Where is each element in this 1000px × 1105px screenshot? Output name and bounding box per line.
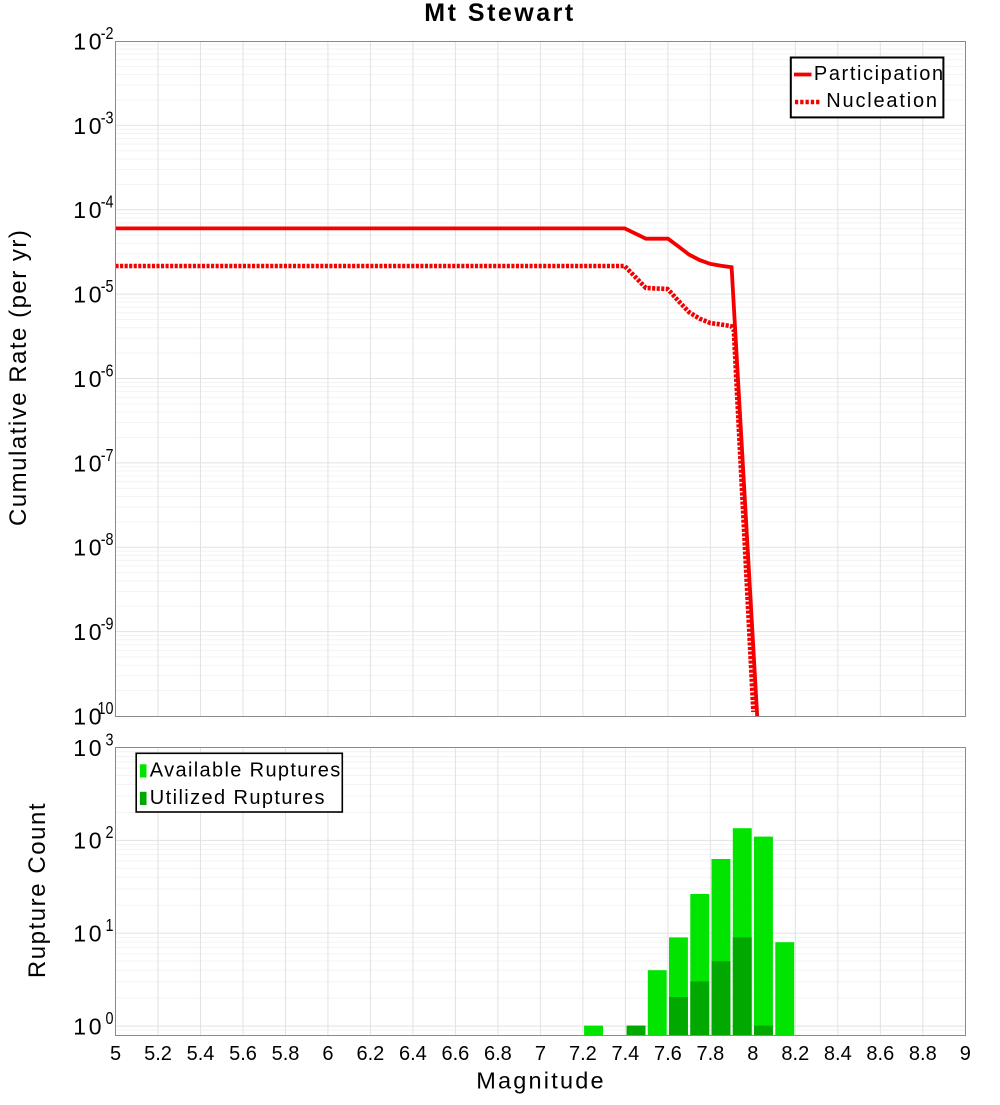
svg-text:1: 1 (105, 916, 113, 936)
svg-text:-5: -5 (101, 277, 114, 297)
svg-text:5.2: 5.2 (144, 1043, 172, 1065)
svg-text:10: 10 (73, 619, 104, 645)
svg-text:7.8: 7.8 (696, 1043, 724, 1065)
svg-text:8.8: 8.8 (909, 1043, 937, 1065)
svg-text:Utilized Ruptures: Utilized Ruptures (150, 787, 326, 809)
svg-text:5.4: 5.4 (187, 1043, 215, 1065)
svg-text:Magnitude: Magnitude (476, 1067, 606, 1093)
svg-text:10: 10 (73, 28, 104, 54)
svg-text:Cumulative Rate (per yr): Cumulative Rate (per yr) (5, 229, 32, 526)
svg-text:5.8: 5.8 (272, 1043, 300, 1065)
svg-text:10: 10 (73, 113, 104, 139)
svg-text:7.2: 7.2 (569, 1043, 597, 1065)
svg-text:8.6: 8.6 (866, 1043, 894, 1065)
svg-text:10: 10 (73, 1013, 104, 1039)
svg-text:-6: -6 (101, 361, 114, 381)
svg-text:0: 0 (105, 1008, 113, 1028)
svg-text:6: 6 (322, 1043, 333, 1065)
svg-text:2: 2 (105, 823, 113, 843)
svg-text:8: 8 (747, 1043, 758, 1065)
svg-text:-10: -10 (93, 698, 114, 718)
svg-text:-7: -7 (101, 445, 114, 465)
svg-text:5.6: 5.6 (229, 1043, 257, 1065)
svg-text:Mt Stewart: Mt Stewart (424, 0, 575, 27)
svg-text:6.6: 6.6 (441, 1043, 469, 1065)
svg-text:-8: -8 (101, 530, 114, 550)
svg-text:Participation: Participation (814, 63, 945, 85)
svg-text:9: 9 (960, 1043, 971, 1065)
svg-text:6.8: 6.8 (484, 1043, 512, 1065)
svg-text:-3: -3 (101, 108, 114, 128)
svg-text:7.4: 7.4 (611, 1043, 639, 1065)
svg-text:10: 10 (73, 366, 104, 392)
svg-text:10: 10 (73, 921, 104, 947)
svg-text:10: 10 (73, 735, 104, 761)
svg-text:7: 7 (535, 1043, 546, 1065)
svg-text:10: 10 (73, 828, 104, 854)
svg-text:10: 10 (73, 703, 104, 729)
svg-text:6.2: 6.2 (356, 1043, 384, 1065)
svg-text:Nucleation: Nucleation (826, 90, 939, 112)
svg-text:8.4: 8.4 (824, 1043, 852, 1065)
svg-text:5: 5 (110, 1043, 121, 1065)
svg-text:10: 10 (73, 282, 104, 308)
svg-text:-4: -4 (101, 192, 114, 212)
svg-text:-9: -9 (101, 614, 114, 634)
svg-text:-2: -2 (101, 23, 114, 43)
svg-text:10: 10 (73, 197, 104, 223)
svg-text:8.2: 8.2 (781, 1043, 809, 1065)
svg-text:10: 10 (73, 535, 104, 561)
svg-text:Available Ruptures: Available Ruptures (150, 759, 342, 781)
svg-text:7.6: 7.6 (654, 1043, 682, 1065)
svg-text:10: 10 (73, 450, 104, 476)
svg-text:6.4: 6.4 (399, 1043, 427, 1065)
svg-text:Rupture Count: Rupture Count (24, 802, 51, 978)
svg-text:3: 3 (105, 730, 113, 750)
